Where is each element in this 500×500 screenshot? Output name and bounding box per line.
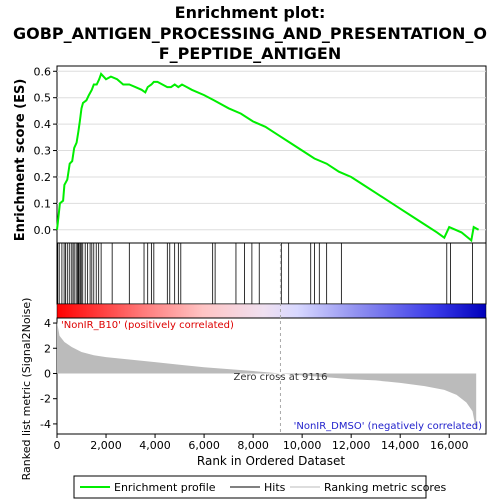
zero-cross-label: Zero cross at 9116	[233, 372, 327, 383]
title-line-2: GOBP_ANTIGEN_PROCESSING_AND_PRESENTATION…	[13, 24, 487, 43]
x-tick-label: 4,000	[139, 439, 171, 452]
legend-metric-label: Ranking metric scores	[324, 481, 446, 494]
metric-tick-label: -4	[40, 418, 51, 431]
x-tick-label: 0	[54, 439, 61, 452]
es-panel-frame	[56, 65, 487, 244]
legend-hits-label: Hits	[264, 481, 286, 494]
legend: Enrichment profile Hits Ranking metric s…	[73, 475, 446, 499]
metric-panel: -4 -2 0 2 4 0 2,000 4,000 6,000 8,000 10,000 12,00…	[20, 243, 487, 481]
es-tick-label: 0.3	[34, 145, 52, 158]
x-tick-label: 12,000	[332, 439, 371, 452]
enrichment-profile-line	[56, 72, 480, 243]
es-panel: 0.0 0.1 0.2 0.3 0.4 0.5 0.6 Enrichment score (…	[13, 65, 487, 244]
es-tick-label: 0.0	[34, 224, 52, 237]
es-tick-label: 0.1	[34, 197, 52, 210]
hits-panel	[56, 242, 487, 319]
x-tick-label: 6,000	[188, 439, 220, 452]
metric-tick-label: 4	[44, 317, 51, 330]
title-line-3: F_PEPTIDE_ANTIGEN	[159, 44, 341, 63]
negative-correlation-label: 'NonIR_DMSO' (negatively correlated)	[294, 421, 482, 432]
metric-tick-label: -2	[40, 393, 51, 406]
x-tick-label: 2,000	[90, 439, 122, 452]
x-tick-label: 8,000	[237, 439, 269, 452]
es-y-axis-label: Enrichment score (ES)	[13, 79, 28, 242]
metric-y-axis-label: Ranked list metric (Signal2Noise)	[20, 298, 33, 481]
es-tick-label: 0.4	[34, 118, 52, 131]
metric-tick-label: 2	[44, 342, 51, 355]
x-axis-label: Rank in Ordered Dataset	[197, 454, 345, 468]
es-tick-label: 0.6	[34, 65, 52, 78]
metric-tick-label: 0	[44, 367, 51, 380]
legend-enrichment-label: Enrichment profile	[114, 481, 216, 494]
positive-correlation-label: 'NonIR_B10' (positively correlated)	[61, 320, 234, 331]
x-tick-label: 14,000	[381, 439, 420, 452]
ranking-metric-area	[57, 321, 477, 431]
title-line-1: Enrichment plot:	[175, 3, 326, 22]
es-tick-label: 0.5	[34, 92, 52, 105]
hits-panel-frame	[56, 242, 487, 305]
x-tick-label: 10,000	[283, 439, 322, 452]
x-tick-label: 16,000	[430, 439, 469, 452]
ranking-color-bar	[56, 303, 487, 319]
es-tick-label: 0.2	[34, 171, 52, 184]
